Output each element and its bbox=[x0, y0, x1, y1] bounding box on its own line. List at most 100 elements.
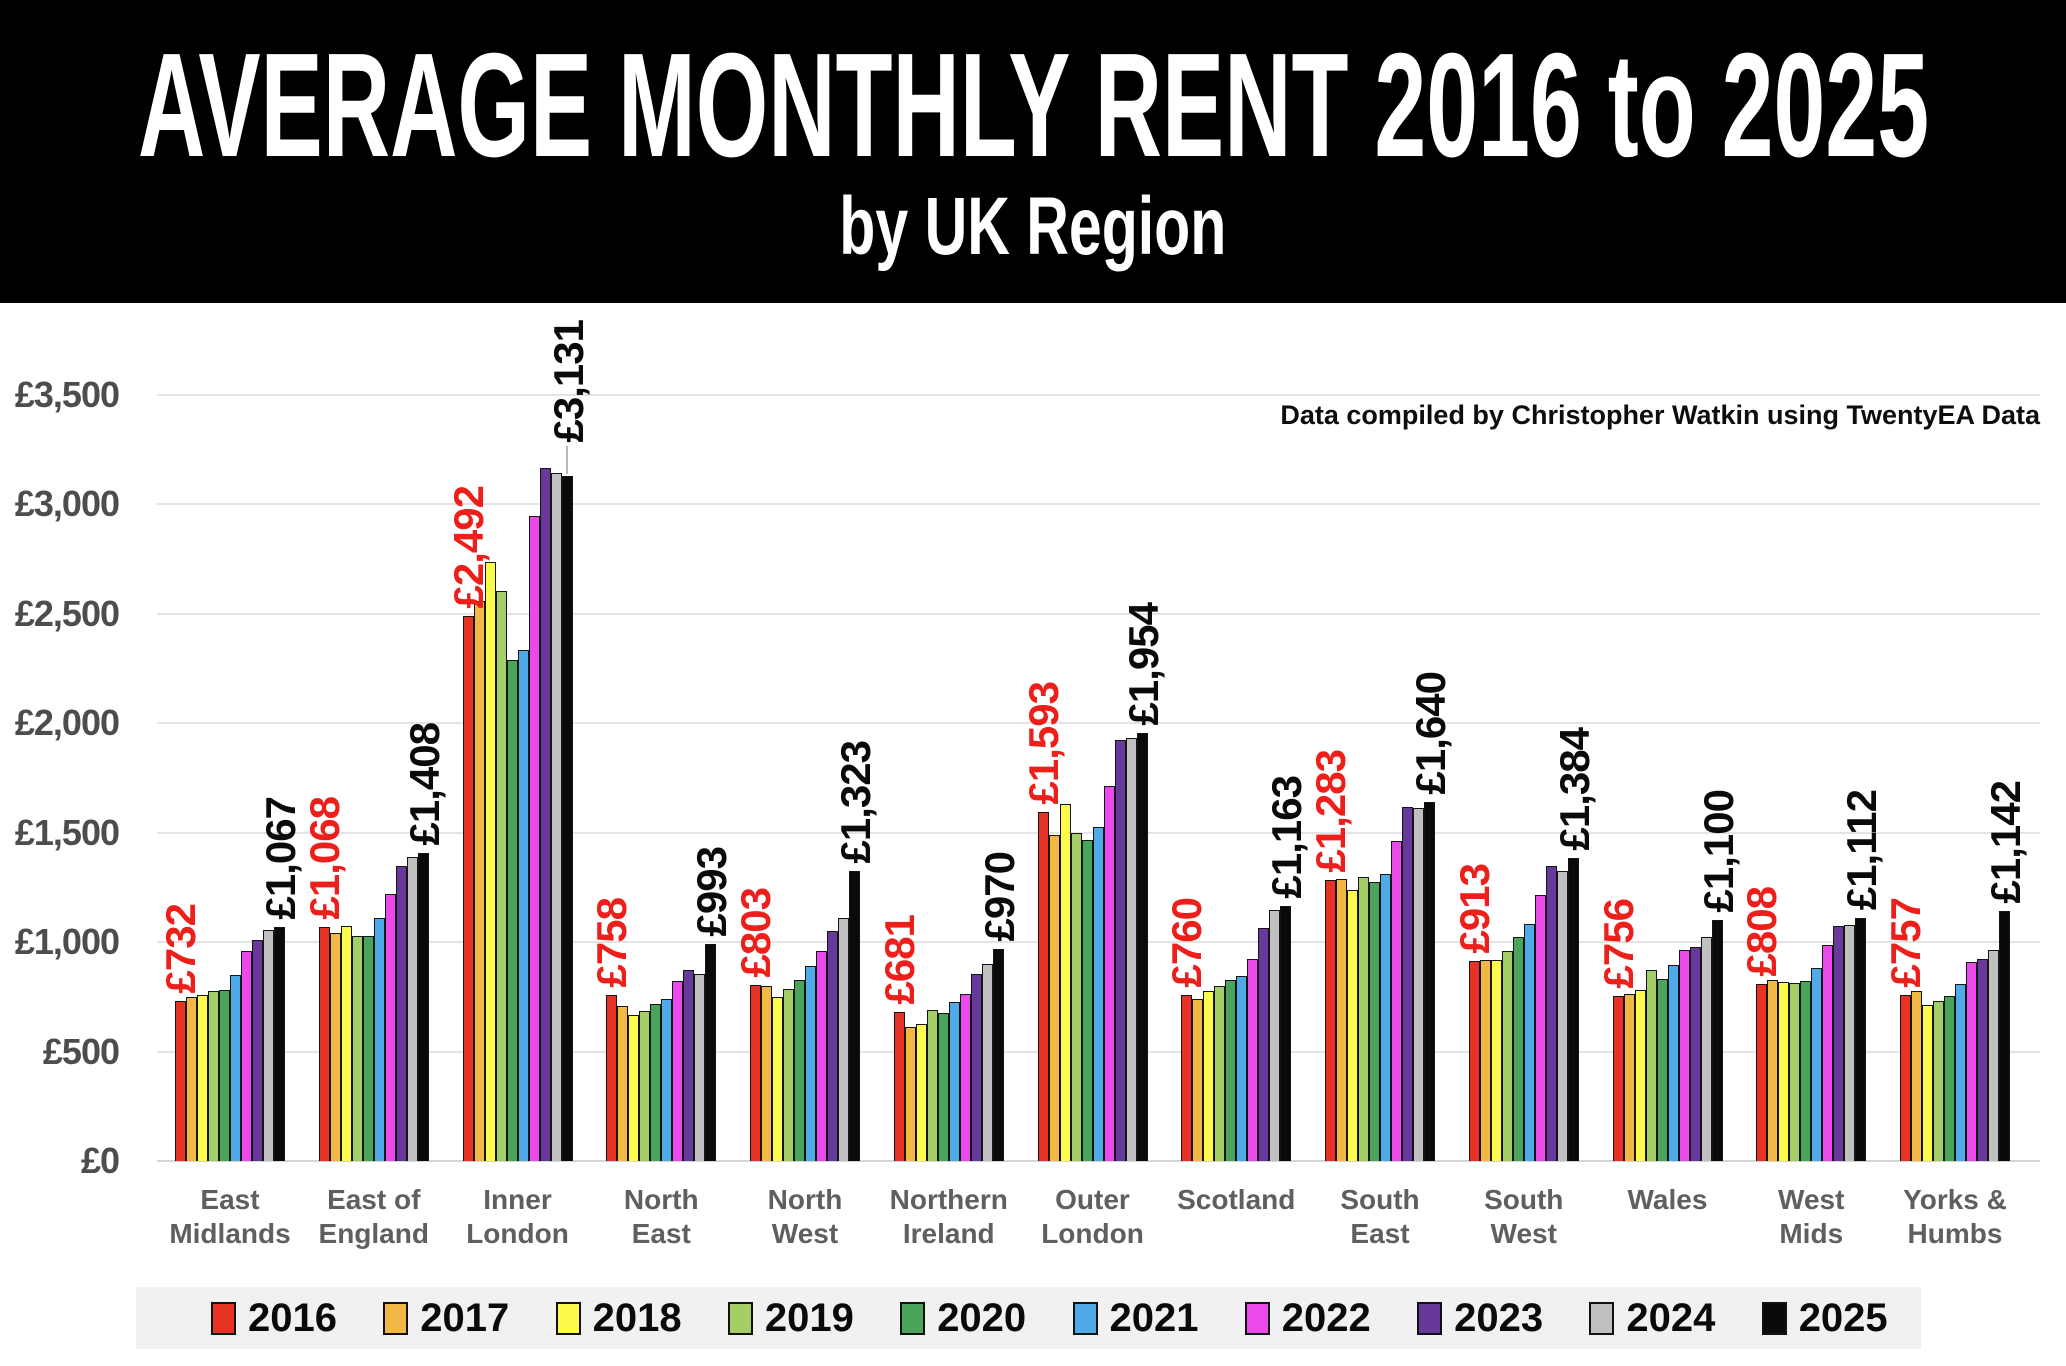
bar-2023 bbox=[1402, 807, 1413, 1161]
bar-2017 bbox=[1048, 835, 1060, 1161]
bar-2024 bbox=[550, 473, 562, 1161]
legend-swatch-2023 bbox=[1417, 1301, 1443, 1335]
bar-2017 bbox=[1911, 991, 1922, 1161]
value-label-2025: £993 bbox=[688, 846, 736, 936]
x-axis-label-west-mids: West Mids bbox=[1778, 1184, 1845, 1249]
bar-2019 bbox=[783, 989, 794, 1161]
bar-group-scotland: £760 £1,163 bbox=[1163, 395, 1310, 1161]
bar-2025 bbox=[1424, 802, 1435, 1161]
bar-group-outer-london: £1,593 £1,954 bbox=[1020, 395, 1167, 1161]
bar-2021 bbox=[948, 1002, 960, 1161]
bar-2016 bbox=[1181, 995, 1193, 1161]
bar-2022 bbox=[1678, 950, 1690, 1161]
bar-2022 bbox=[1103, 786, 1115, 1161]
bar-2020 bbox=[506, 660, 518, 1161]
bar-2018 bbox=[197, 995, 208, 1161]
legend-label-2025: 2025 bbox=[1798, 1295, 1888, 1340]
bar-2024 bbox=[694, 974, 706, 1161]
value-label-2016: £756 bbox=[1594, 898, 1642, 988]
bar-2019 bbox=[1789, 983, 1801, 1161]
bar-2016 bbox=[1756, 984, 1768, 1161]
bar-group-west-mids: £808 £1,112 bbox=[1738, 395, 1885, 1161]
x-axis-label-yorks-humbs: Yorks & Humbs bbox=[1903, 1184, 2007, 1249]
bar-2022 bbox=[1391, 841, 1402, 1161]
bar-2016 bbox=[1037, 812, 1049, 1161]
bar-2020 bbox=[1081, 840, 1093, 1161]
value-label-2025: £3,131 bbox=[544, 319, 592, 442]
legend-label-2022: 2022 bbox=[1281, 1295, 1371, 1340]
bar-2018 bbox=[915, 1024, 927, 1161]
y-tick-label: £500 bbox=[42, 1030, 120, 1072]
bar-2018 bbox=[1922, 1005, 1933, 1161]
bar-2017 bbox=[473, 601, 485, 1161]
bar-2021 bbox=[1092, 827, 1104, 1161]
bar-2017 bbox=[1479, 960, 1491, 1161]
bar-2016 bbox=[462, 616, 474, 1161]
bar-2018 bbox=[484, 562, 496, 1161]
bar-2020 bbox=[937, 1013, 949, 1161]
bar-2019 bbox=[1501, 951, 1513, 1161]
value-label-2025: £1,408 bbox=[400, 722, 448, 845]
value-label-2025: £1,640 bbox=[1407, 671, 1454, 794]
legend-item-2021: 2021 bbox=[1072, 1287, 1198, 1349]
bar-2020 bbox=[1369, 882, 1380, 1161]
x-axis-label-east-midlands: East Midlands bbox=[169, 1184, 291, 1249]
x-axis-label-outer-london: Outer London bbox=[1041, 1184, 1144, 1249]
bar-2021 bbox=[230, 975, 241, 1161]
x-axis-label-inner-london: Inner London bbox=[466, 1184, 569, 1249]
legend: 2016 2017 2018 2019 2020 2021 2022 2023 2024 2025 bbox=[136, 1287, 1921, 1349]
bar-2022 bbox=[384, 894, 396, 1161]
bar-2022 bbox=[672, 981, 684, 1161]
bar-group-inner-london: £2,492 £3,131 bbox=[445, 320, 592, 1161]
bar-2022 bbox=[959, 994, 971, 1161]
legend-swatch-2020 bbox=[900, 1301, 926, 1335]
header-band: AVERAGE MONTHLY RENT 2016 to 2025 by UK … bbox=[0, 0, 2066, 303]
bar-2019 bbox=[926, 1010, 938, 1161]
bar-2025 bbox=[1999, 911, 2010, 1161]
plot-area: £732 £1,067 £1,068 £1,408 £2,492 £3,131 £758 £9… bbox=[157, 320, 2040, 1162]
legend-label-2020: 2020 bbox=[937, 1295, 1027, 1340]
value-label-2016: £758 bbox=[588, 897, 636, 987]
value-label-2025: £1,384 bbox=[1550, 727, 1598, 850]
bar-2023 bbox=[1977, 959, 1988, 1161]
bar-2024 bbox=[1844, 925, 1856, 1161]
bar-2025 bbox=[417, 853, 429, 1161]
bar-2021 bbox=[1236, 976, 1248, 1161]
bar-2025 bbox=[849, 871, 860, 1161]
value-label-2025: £1,100 bbox=[1694, 789, 1742, 912]
bar-2016 bbox=[1612, 996, 1624, 1161]
value-label-2025: £1,067 bbox=[257, 796, 304, 919]
bar-2023 bbox=[827, 931, 838, 1161]
bar-2022 bbox=[1534, 895, 1546, 1161]
bar-2023 bbox=[252, 940, 263, 1161]
bar-2017 bbox=[617, 1006, 629, 1161]
legend-item-2019: 2019 bbox=[727, 1287, 854, 1349]
gridline-3500 bbox=[157, 394, 2040, 396]
bar-group-south-east: £1,283 £1,640 bbox=[1307, 395, 1454, 1161]
bar-2024 bbox=[1988, 950, 1999, 1161]
bar-2016 bbox=[175, 1001, 186, 1161]
x-axis-label-north-west: North West bbox=[767, 1184, 843, 1249]
y-tick-label: £2,000 bbox=[14, 702, 120, 744]
bar-2018 bbox=[628, 1015, 640, 1161]
bar-2025 bbox=[1567, 858, 1579, 1161]
bar-2025 bbox=[992, 949, 1004, 1161]
bar-2019 bbox=[208, 991, 219, 1161]
bar-group-east-midlands: £732 £1,067 bbox=[157, 395, 304, 1161]
bar-2024 bbox=[1556, 871, 1568, 1161]
x-axis-label-east-of-england: East of England bbox=[318, 1184, 429, 1249]
bar-2020 bbox=[1800, 981, 1812, 1161]
bar-2016 bbox=[893, 1012, 905, 1161]
y-tick-label: £2,500 bbox=[14, 592, 120, 634]
legend-item-2025: 2025 bbox=[1761, 1287, 1888, 1349]
y-tick-label: £3,000 bbox=[14, 483, 120, 525]
bar-group-east-of-england: £1,068 £1,408 bbox=[301, 395, 448, 1161]
bar-2025 bbox=[1136, 733, 1148, 1161]
legend-swatch-2018 bbox=[555, 1301, 581, 1335]
chart-subtitle: by UK Region bbox=[839, 180, 1227, 272]
bar-group-north-east: £758 £993 bbox=[588, 395, 735, 1161]
x-axis-label-south-east: South East bbox=[1340, 1184, 1420, 1249]
bar-2021 bbox=[373, 918, 385, 1161]
legend-swatch-2016 bbox=[211, 1301, 236, 1335]
legend-item-2017: 2017 bbox=[383, 1287, 509, 1349]
